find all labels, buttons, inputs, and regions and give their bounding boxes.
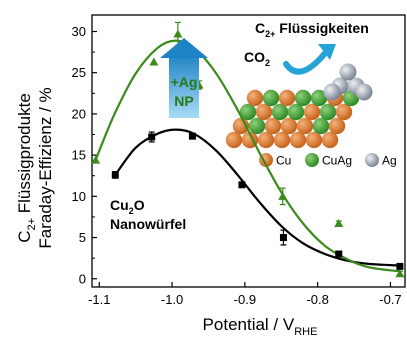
atom-cuag xyxy=(248,117,266,135)
legend-label: CuAg xyxy=(322,154,352,168)
series1-label-sub: 2 xyxy=(129,206,134,216)
x-axis-title-sub: RHE xyxy=(294,326,317,338)
legend-label: Ag xyxy=(382,154,397,168)
y-tick-label: 20 xyxy=(72,106,86,121)
data-point-triangle xyxy=(395,269,405,278)
inset-title-sub: 2+ xyxy=(265,29,275,39)
inset-title-main: C xyxy=(255,20,265,36)
atom-cuag xyxy=(239,103,257,121)
atom-cuag xyxy=(319,103,337,121)
data-point-triangle xyxy=(173,29,183,38)
ag-np-arrowhead xyxy=(160,38,208,58)
inset-legend: Cu CuAg Ag xyxy=(259,153,397,168)
inset-title-rest: Flüssigkeiten xyxy=(275,20,368,36)
data-point-triangle xyxy=(149,57,159,66)
inset-reaction-arrow xyxy=(283,49,329,75)
x-tick-label: -0.7 xyxy=(379,292,401,307)
x-tick-label: -1.1 xyxy=(88,292,110,307)
atom-lattice xyxy=(225,63,373,149)
atom-cu xyxy=(335,103,353,121)
atom-cu xyxy=(278,89,296,107)
series1-label-line2: Nanowürfel xyxy=(110,216,186,232)
series1-label-rest: O xyxy=(134,197,145,213)
data-point-square xyxy=(148,133,156,141)
atom-cuag xyxy=(287,103,305,121)
y-axis-title-prefix-rest: Flüssigprodukte xyxy=(15,93,34,218)
y-axis-title-prefix-sub: 2+ xyxy=(26,218,38,231)
inset-co2-label: CO2 xyxy=(244,49,270,68)
inset-reaction-arrowhead xyxy=(318,44,336,60)
atom-ag xyxy=(355,83,373,101)
ag-np-arrow-shaft xyxy=(169,54,199,118)
data-points xyxy=(91,29,405,278)
atom-cu xyxy=(225,131,243,149)
atom-cu xyxy=(305,131,323,149)
atom-cu xyxy=(280,117,298,135)
svg-text:C2+ Flüssigprodukte: C2+ Flüssigprodukte xyxy=(15,93,38,243)
legend-label: Cu xyxy=(276,154,291,168)
inset-co2-sub: 2 xyxy=(265,58,270,68)
atom-cu xyxy=(296,117,314,135)
y-tick-label: 5 xyxy=(79,230,86,245)
data-point-square xyxy=(279,234,287,242)
atom-cu xyxy=(264,117,282,135)
plot-frame xyxy=(91,14,406,288)
x-axis-title-main: Potential / V xyxy=(203,315,295,334)
atom-cuag xyxy=(271,103,289,121)
atom-cuag xyxy=(310,89,328,107)
atom-cu xyxy=(303,103,321,121)
x-tick-label: -1.0 xyxy=(161,292,183,307)
atom-cu xyxy=(328,117,346,135)
y-tick-label: 30 xyxy=(72,24,86,39)
data-point-triangle xyxy=(334,219,344,228)
x-axis-title: Potential / VRHE xyxy=(203,315,318,338)
ag-np-label-line2: NP xyxy=(174,93,193,109)
atom-ag xyxy=(339,63,357,81)
legend-swatch xyxy=(365,153,379,167)
atom-cu xyxy=(246,89,264,107)
y-tick-label: 15 xyxy=(72,148,86,163)
series1-label: Cu2O Nanowürfel xyxy=(110,197,186,232)
series1-label-main: Cu xyxy=(110,197,129,213)
y-axis-title: C2+ Flüssigprodukte Faraday-Effizienz / … xyxy=(15,87,55,248)
data-point-square xyxy=(396,262,404,270)
data-point-square xyxy=(335,250,343,258)
x-tick-label: -0.9 xyxy=(234,292,256,307)
atom-cuag xyxy=(294,89,312,107)
legend-swatch xyxy=(305,153,319,167)
inset-illustration: C2+ Flüssigkeiten CO2 Cu CuAg Ag xyxy=(225,20,397,168)
x-tick-label: -0.8 xyxy=(306,292,328,307)
atom-cu xyxy=(257,131,275,149)
y-tick-label: 0 xyxy=(79,271,86,286)
ag-np-arrow: +Ag NP xyxy=(160,38,208,118)
ag-np-label-line1: +Ag xyxy=(171,74,198,90)
atom-ag xyxy=(323,83,341,101)
atom-cu xyxy=(289,131,307,149)
atom-cu xyxy=(321,131,339,149)
fit-curve-1 xyxy=(114,128,400,267)
atom-cu xyxy=(273,131,291,149)
y-tick-label: 10 xyxy=(72,189,86,204)
y-axis-ticks: 0 5 10 15 20 25 30 xyxy=(72,24,97,286)
y-axis-title-main: Faraday-Effizienz / % xyxy=(36,87,55,248)
data-point-square xyxy=(111,171,119,179)
x-axis-ticks: -1.1 -1.0 -0.9 -0.8 -0.7 xyxy=(88,282,402,307)
data-point-triangle xyxy=(278,191,288,200)
y-axis-title-prefix: C xyxy=(15,231,34,243)
data-point-square xyxy=(238,181,246,189)
atom-cu xyxy=(255,103,273,121)
atom-cuag xyxy=(262,89,280,107)
series1-label-line1: Cu2O xyxy=(110,197,145,216)
data-point-square xyxy=(188,132,196,140)
atom-cuag xyxy=(312,117,330,135)
inset-title: C2+ Flüssigkeiten xyxy=(255,20,369,39)
data-point-triangle xyxy=(91,155,101,164)
y-tick-label: 25 xyxy=(72,65,86,80)
inset-co2-main: CO xyxy=(244,49,265,65)
